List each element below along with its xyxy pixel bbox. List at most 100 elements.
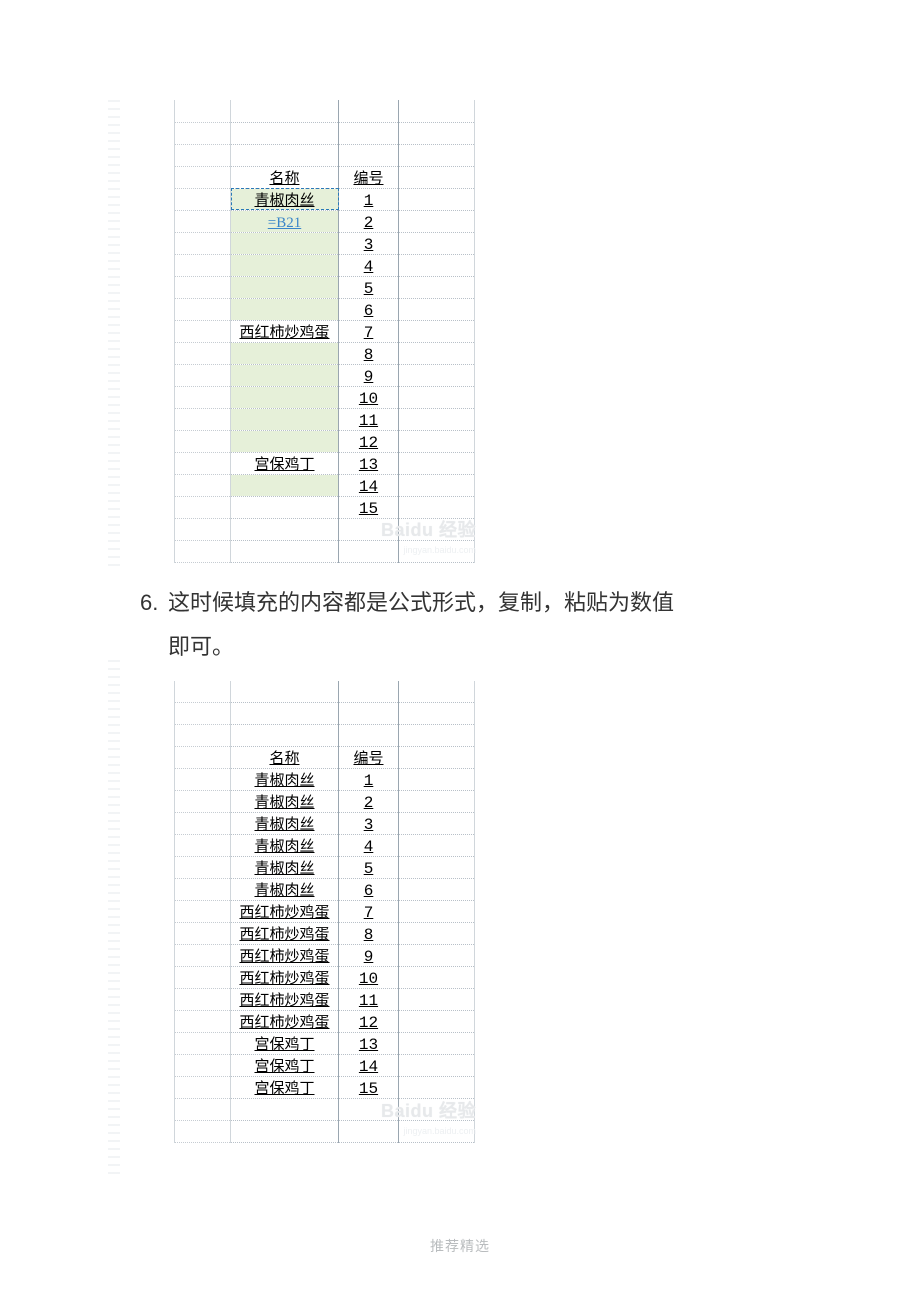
empty-cell [399,791,475,813]
name-cell: 西红柿炒鸡蛋 [231,1011,339,1033]
excel-table-1-body: 名称编号青椒肉丝1=B2123456西红柿炒鸡蛋789101112宫保鸡丁131… [175,100,475,562]
code-cell: 2 [339,210,399,232]
empty-cell [175,100,231,122]
name-cell [231,364,339,386]
empty-cell [339,725,399,747]
empty-cell [175,540,231,562]
margin-marks-2 [108,660,120,1180]
code-cell: 6 [339,879,399,901]
empty-cell [399,1033,475,1055]
empty-cell [399,540,475,562]
empty-cell [175,188,231,210]
empty-cell [399,144,475,166]
header-code: 编号 [339,166,399,188]
empty-cell [399,386,475,408]
code-cell: 10 [339,967,399,989]
empty-cell [399,989,475,1011]
empty-cell [175,232,231,254]
name-cell: 青椒肉丝 [231,188,339,210]
code-cell: 3 [339,813,399,835]
name-cell: 宫保鸡丁 [231,1077,339,1099]
empty-cell [175,967,231,989]
empty-cell [175,166,231,188]
code-cell: 14 [339,1055,399,1077]
empty-cell [175,769,231,791]
code-cell: 13 [339,452,399,474]
empty-cell [399,254,475,276]
empty-cell [231,681,339,703]
code-cell: 8 [339,923,399,945]
empty-cell [175,1055,231,1077]
name-cell [231,276,339,298]
name-cell [231,496,339,518]
code-cell: 9 [339,945,399,967]
name-cell [231,298,339,320]
empty-cell [399,210,475,232]
name-cell: 青椒肉丝 [231,813,339,835]
empty-cell [175,342,231,364]
code-cell: 15 [339,496,399,518]
name-cell: 青椒肉丝 [231,879,339,901]
empty-cell [175,144,231,166]
empty-cell [175,474,231,496]
name-cell: 青椒肉丝 [231,769,339,791]
empty-cell [399,901,475,923]
name-cell: =B21 [231,210,339,232]
empty-cell [399,1055,475,1077]
empty-cell [399,474,475,496]
empty-cell [175,364,231,386]
document-page: 名称编号青椒肉丝1=B2123456西红柿炒鸡蛋789101112宫保鸡丁131… [0,0,920,1143]
empty-cell [175,923,231,945]
footer-text: 推荐精选 [0,1236,920,1256]
code-cell: 12 [339,1011,399,1033]
empty-cell [399,879,475,901]
empty-cell [231,518,339,540]
empty-cell [175,408,231,430]
empty-cell [399,100,475,122]
empty-cell [399,747,475,769]
name-cell [231,474,339,496]
code-cell: 15 [339,1077,399,1099]
empty-cell [399,813,475,835]
code-cell: 1 [339,188,399,210]
step-line-1: 这时候填充的内容都是公式形式，复制，粘贴为数值 [168,590,674,615]
empty-cell [175,1121,231,1143]
code-cell: 11 [339,989,399,1011]
empty-cell [399,232,475,254]
name-cell: 青椒肉丝 [231,857,339,879]
empty-cell [399,835,475,857]
empty-cell [175,791,231,813]
empty-cell [175,1099,231,1121]
empty-cell [399,1099,475,1121]
empty-cell [339,703,399,725]
code-cell: 4 [339,254,399,276]
empty-cell [399,452,475,474]
empty-cell [399,518,475,540]
empty-cell [175,210,231,232]
empty-cell [175,725,231,747]
margin-marks-1 [108,100,120,570]
code-cell: 8 [339,342,399,364]
name-cell [231,232,339,254]
name-cell: 西红柿炒鸡蛋 [231,320,339,342]
empty-cell [175,518,231,540]
empty-cell [399,1077,475,1099]
empty-cell [175,254,231,276]
empty-cell [231,1121,339,1143]
name-cell: 青椒肉丝 [231,791,339,813]
code-cell: 7 [339,901,399,923]
code-cell: 13 [339,1033,399,1055]
empty-cell [175,430,231,452]
empty-cell [231,540,339,562]
step-line-2: 即可。 [168,634,234,659]
excel-table-2: 名称编号青椒肉丝1青椒肉丝2青椒肉丝3青椒肉丝4青椒肉丝5青椒肉丝6西红柿炒鸡蛋… [174,681,475,1144]
empty-cell [175,901,231,923]
empty-cell [231,122,339,144]
name-cell: 宫保鸡丁 [231,452,339,474]
code-cell: 9 [339,364,399,386]
code-cell: 7 [339,320,399,342]
empty-cell [175,835,231,857]
code-cell: 5 [339,276,399,298]
empty-cell [231,100,339,122]
step-6-text: 6.这时候填充的内容都是公式形式，复制，粘贴为数值 即可。 [140,581,860,669]
